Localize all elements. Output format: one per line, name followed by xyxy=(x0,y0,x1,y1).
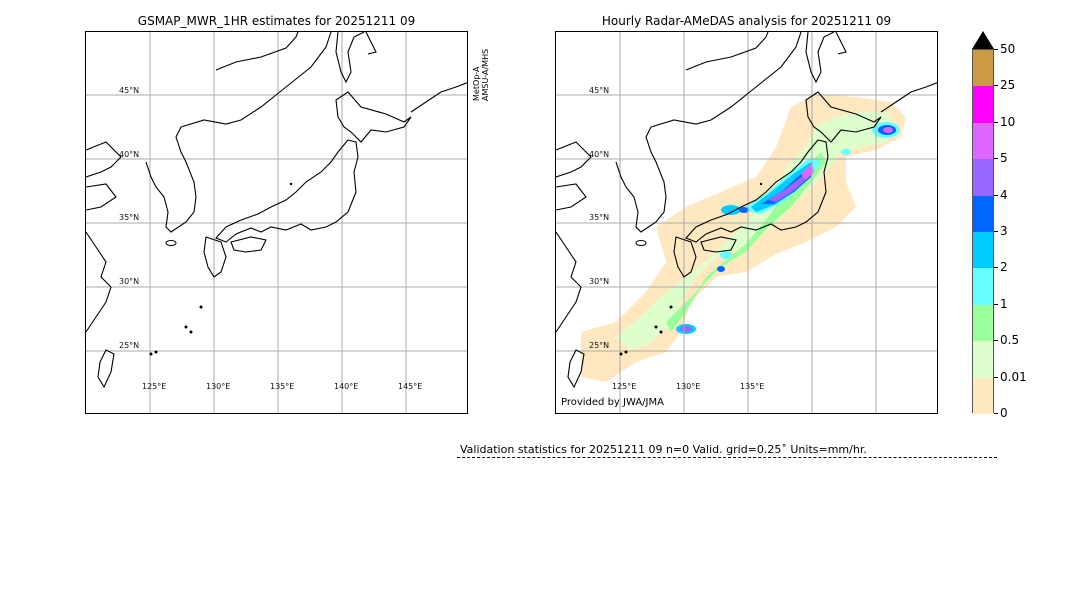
right-lat-label-40: 40°N xyxy=(589,150,610,159)
colorbar-tick xyxy=(994,340,998,341)
right-lon-label-130: 130°E xyxy=(676,382,701,391)
satellite-name: MetOp-A xyxy=(472,66,481,101)
colorbar-tick xyxy=(994,267,998,268)
left-lon-label-135: 135°E xyxy=(270,382,295,391)
colorbar-segment-10-25 xyxy=(973,86,993,123)
right-lon-label-125: 125°E xyxy=(612,382,637,391)
left-lon-label-130: 130°E xyxy=(206,382,231,391)
right-lon-label-135: 135°E xyxy=(740,382,765,391)
right-map-panel xyxy=(555,31,938,414)
colorbar-label-3: 3 xyxy=(1000,224,1008,238)
colorbar-label-10: 10 xyxy=(1000,115,1016,129)
colorbar-tick xyxy=(994,85,998,86)
colorbar-label-2: 2 xyxy=(1000,260,1008,274)
left-lon-label-140: 140°E xyxy=(334,382,359,391)
left-panel-title: GSMAP_MWR_1HR estimates for 20251211 09 xyxy=(137,14,416,28)
right-lat-label-30: 30°N xyxy=(589,277,610,286)
colorbar-tick xyxy=(994,49,998,50)
colorbar-tick xyxy=(994,231,998,232)
colorbar-segment-25-50 xyxy=(973,50,993,87)
left-lat-label-35: 35°N xyxy=(119,213,140,222)
colorbar-segment-4-5 xyxy=(973,159,993,196)
colorbar-label-4: 4 xyxy=(1000,188,1008,202)
colorbar-segment-3-4 xyxy=(973,195,993,232)
left-lon-label-125: 125°E xyxy=(142,382,167,391)
data-credit: Provided by JWA/JMA xyxy=(561,397,664,408)
colorbar-tick xyxy=(994,377,998,378)
colorbar-segment-5-10 xyxy=(973,122,993,160)
colorbar-label-25: 25 xyxy=(1000,78,1016,92)
colorbar-tick xyxy=(994,122,998,123)
left-lon-label-145: 145°E xyxy=(398,382,423,391)
colorbar-segment-1-2 xyxy=(973,268,993,305)
colorbar-extend-arrow xyxy=(972,31,994,49)
colorbar-tick xyxy=(994,304,998,305)
left-lat-label-40: 40°N xyxy=(119,150,140,159)
left-lat-label-25: 25°N xyxy=(119,341,140,350)
left-map-graphic xyxy=(86,32,467,413)
colorbar-label-0.01: 0.01 xyxy=(1000,370,1027,384)
right-panel-title: Hourly Radar-AMeDAS analysis for 2025121… xyxy=(601,14,892,28)
colorbar-tick xyxy=(994,195,998,196)
colorbar-tick xyxy=(994,413,998,414)
left-lat-label-45: 45°N xyxy=(119,86,140,95)
colorbar-segment-0-0.01 xyxy=(973,377,993,414)
satellite-label: MetOp-A AMSU-A/MHS xyxy=(472,49,490,101)
right-map-graphic xyxy=(556,32,937,413)
right-lat-label-45: 45°N xyxy=(589,86,610,95)
colorbar-segment-0.5-1 xyxy=(973,304,993,342)
colorbar-label-1: 1 xyxy=(1000,297,1008,311)
colorbar-segment-2-3 xyxy=(973,232,993,269)
colorbar-label-50: 50 xyxy=(1000,42,1016,56)
left-lat-label-30: 30°N xyxy=(119,277,140,286)
colorbar xyxy=(972,49,994,414)
left-map-panel xyxy=(85,31,468,414)
colorbar-label-0.5: 0.5 xyxy=(1000,333,1020,347)
right-lat-label-35: 35°N xyxy=(589,213,610,222)
sensor-name: AMSU-A/MHS xyxy=(481,48,490,101)
validation-divider xyxy=(457,457,997,458)
right-lat-label-25: 25°N xyxy=(589,341,610,350)
colorbar-segment-0.01-0.5 xyxy=(973,341,993,378)
colorbar-label-5: 5 xyxy=(1000,151,1008,165)
validation-statistics: Validation statistics for 20251211 09 n=… xyxy=(460,443,867,456)
colorbar-label-0: 0 xyxy=(1000,406,1008,420)
colorbar-tick xyxy=(994,158,998,159)
